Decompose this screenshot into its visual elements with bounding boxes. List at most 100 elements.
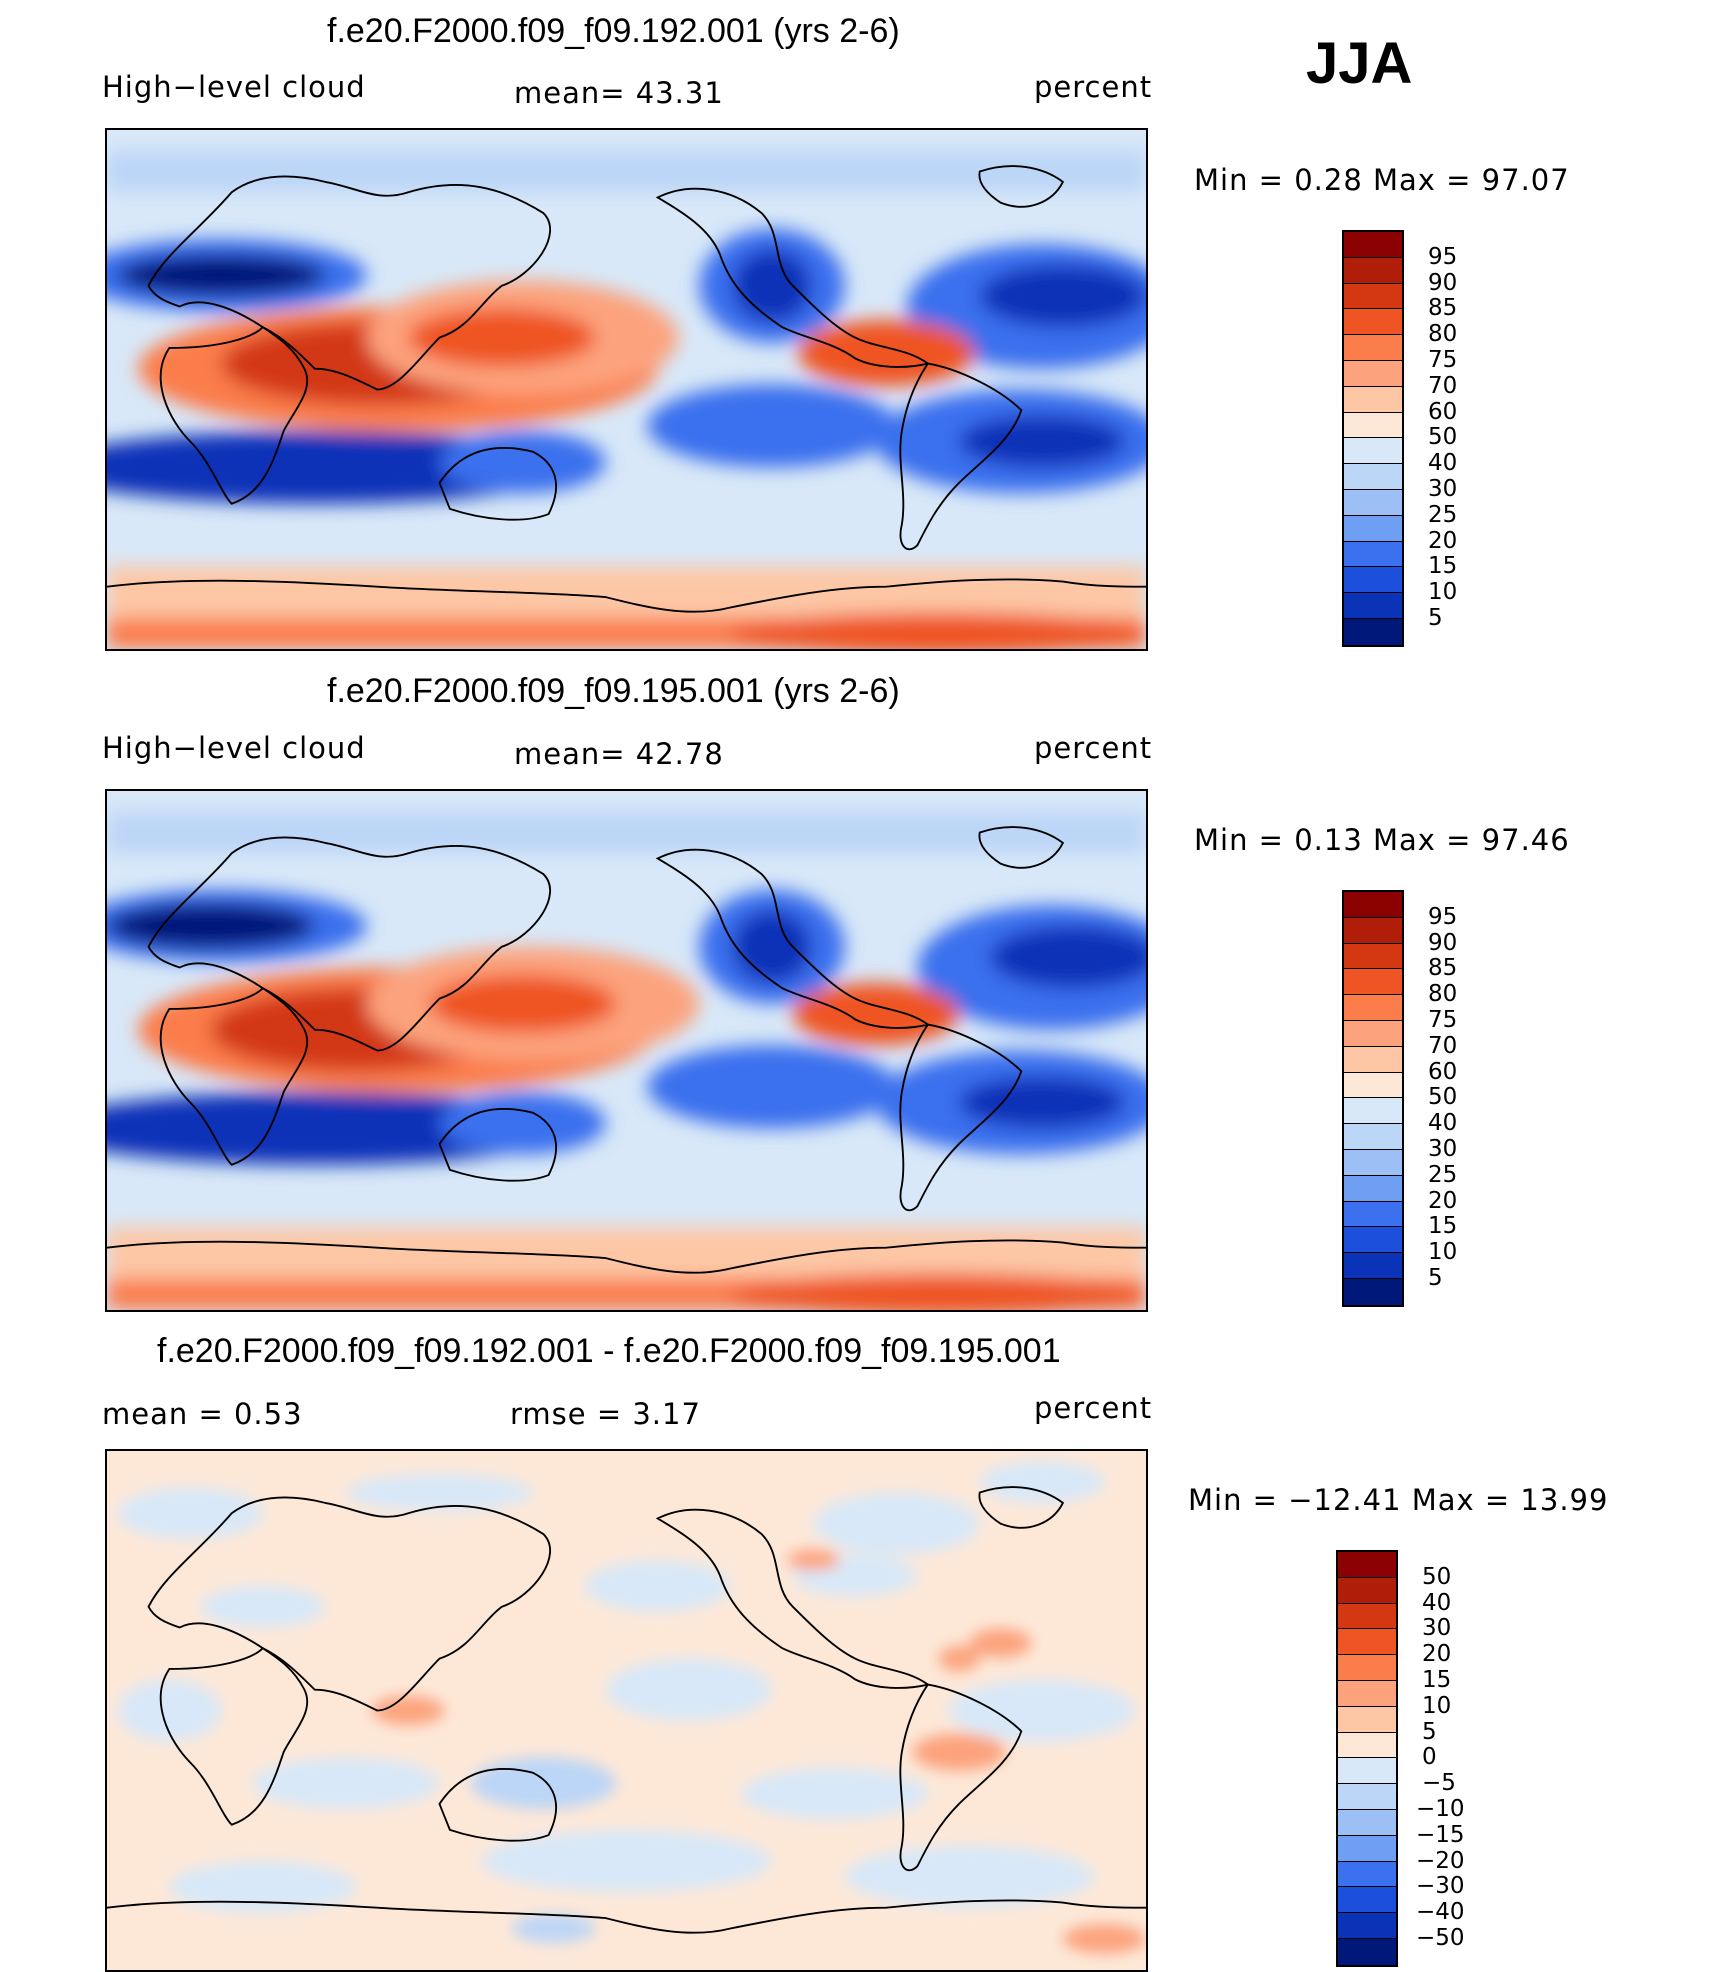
colorbar-level-label: 80	[1428, 981, 1458, 1008]
panel-1-mean-label: mean= 43.31	[514, 76, 724, 110]
colorbar-swatch	[1344, 618, 1402, 645]
colorbar-level-label: 30	[1422, 1615, 1452, 1642]
colorbar-level-label: 15	[1422, 1667, 1452, 1693]
colorbar-level-label: 30	[1428, 1136, 1458, 1162]
colorbar-level-label: 60	[1428, 398, 1458, 425]
colorbar-level-label: 5	[1422, 1718, 1437, 1745]
colorbar-swatch	[1344, 232, 1402, 258]
panel-1-min-max: Min = 0.28 Max = 97.07	[1194, 163, 1570, 197]
panel-1-units: percent	[1034, 70, 1153, 104]
colorbar-swatch	[1338, 1680, 1396, 1707]
colorbar-level-label: 30	[1428, 476, 1458, 502]
colorbar-level-label: 10	[1428, 579, 1458, 606]
colorbar-level-label: 25	[1428, 501, 1458, 528]
colorbar-swatch	[1344, 309, 1402, 336]
colorbar-swatch	[1338, 1629, 1396, 1656]
colorbar-swatch	[1344, 995, 1402, 1021]
colorbar-swatch	[1344, 489, 1402, 516]
colorbar-swatch	[1338, 1552, 1396, 1578]
colorbar-swatch	[1344, 1149, 1402, 1176]
colorbar-level-label: 70	[1428, 372, 1458, 399]
colorbar-level-label: 20	[1428, 527, 1458, 554]
panel-2-variable-label: High−level cloud	[102, 731, 366, 765]
panel-3-mean-label: mean = 0.53	[102, 1397, 303, 1431]
panel-3-map	[105, 1449, 1148, 1972]
colorbar-swatch	[1344, 283, 1402, 310]
colorbar-swatch	[1344, 1098, 1402, 1125]
colorbar-swatch	[1338, 1706, 1396, 1733]
colorbar-swatch	[1344, 386, 1402, 413]
colorbar-swatches	[1342, 230, 1404, 647]
colorbar-level-label: 95	[1428, 243, 1458, 270]
panel-1-variable-label: High−level cloud	[102, 70, 366, 104]
panel-3-title: f.e20.F2000.f09_f09.192.001 - f.e20.F200…	[157, 1332, 1061, 1370]
colorbar-swatch	[1338, 1655, 1396, 1681]
colorbar-level-label: 90	[1428, 269, 1458, 296]
colorbar-level-label: 0	[1422, 1744, 1437, 1771]
colorbar-level-label: −30	[1416, 1873, 1465, 1900]
colorbar-level-label: −5	[1422, 1770, 1456, 1797]
colorbar-swatches	[1342, 890, 1404, 1307]
panel-1-map	[105, 128, 1148, 651]
panel-2-min-max: Min = 0.13 Max = 97.46	[1194, 823, 1570, 857]
colorbar-swatch	[1344, 1227, 1402, 1254]
colorbar-level-label: −20	[1416, 1847, 1465, 1874]
colorbar-swatch	[1344, 541, 1402, 568]
colorbar-swatch	[1344, 969, 1402, 996]
colorbar-level-label: 15	[1428, 1213, 1458, 1240]
colorbar-swatch	[1338, 1732, 1396, 1759]
colorbar-swatch	[1338, 1577, 1396, 1604]
colorbar-level-label: 70	[1428, 1032, 1458, 1059]
colorbar-level-label: 5	[1428, 1265, 1443, 1291]
colorbar-level-label: 15	[1428, 553, 1458, 580]
colorbar-level-label: 40	[1422, 1589, 1452, 1616]
panel-2-map	[105, 789, 1148, 1312]
colorbar-level-label: 95	[1428, 903, 1458, 930]
colorbar-level-label: 85	[1428, 955, 1458, 982]
colorbar-swatch	[1344, 892, 1402, 918]
colorbar-swatch	[1344, 943, 1402, 970]
colorbar-level-label: 10	[1428, 1239, 1458, 1266]
colorbar-swatch	[1344, 917, 1402, 944]
colorbar-swatches	[1336, 1550, 1398, 1967]
colorbar-swatch	[1344, 360, 1402, 387]
colorbar-swatch	[1338, 1603, 1396, 1630]
colorbar-level-label: 40	[1428, 1110, 1458, 1137]
season-label: JJA	[1306, 31, 1413, 96]
colorbar-swatch	[1344, 335, 1402, 361]
colorbar-swatch	[1338, 1913, 1396, 1939]
panel-3-rmse-label: rmse = 3.17	[510, 1397, 701, 1431]
colorbar-swatch	[1344, 1072, 1402, 1099]
colorbar-swatch	[1338, 1784, 1396, 1810]
panel-2-title: f.e20.F2000.f09_f09.195.001 (yrs 2-6)	[327, 672, 900, 710]
colorbar-level-label: 85	[1428, 295, 1458, 322]
colorbar-level-label: 50	[1428, 1084, 1458, 1111]
colorbar-swatch	[1338, 1809, 1396, 1836]
colorbar-swatch	[1344, 515, 1402, 542]
panel-3-min-max: Min = −12.41 Max = 13.99	[1188, 1483, 1609, 1517]
colorbar-level-label: 90	[1428, 929, 1458, 956]
panel-2-units: percent	[1034, 731, 1153, 765]
colorbar-swatch	[1344, 1175, 1402, 1202]
colorbar-swatch	[1338, 1758, 1396, 1785]
colorbar-swatch	[1344, 464, 1402, 490]
colorbar-swatch	[1338, 1938, 1396, 1965]
colorbar-level-label: 60	[1428, 1058, 1458, 1085]
colorbar-level-label: 20	[1422, 1641, 1452, 1668]
colorbar-level-label: −40	[1416, 1899, 1465, 1926]
colorbar-level-label: −10	[1416, 1796, 1465, 1822]
panel-2-mean-label: mean= 42.78	[514, 737, 724, 771]
panel-3-units: percent	[1034, 1391, 1153, 1425]
colorbar-swatch	[1338, 1835, 1396, 1862]
colorbar-swatch	[1338, 1887, 1396, 1914]
colorbar-level-label: 40	[1428, 450, 1458, 477]
colorbar-swatch	[1344, 257, 1402, 284]
colorbar-level-label: −50	[1416, 1925, 1465, 1951]
colorbar-level-label: 80	[1428, 321, 1458, 348]
colorbar-swatch	[1344, 438, 1402, 465]
colorbar-level-label: 50	[1422, 1563, 1452, 1590]
colorbar-swatch	[1344, 567, 1402, 594]
colorbar-swatch	[1344, 1046, 1402, 1073]
colorbar-swatch	[1344, 593, 1402, 619]
colorbar-level-label: 25	[1428, 1161, 1458, 1188]
